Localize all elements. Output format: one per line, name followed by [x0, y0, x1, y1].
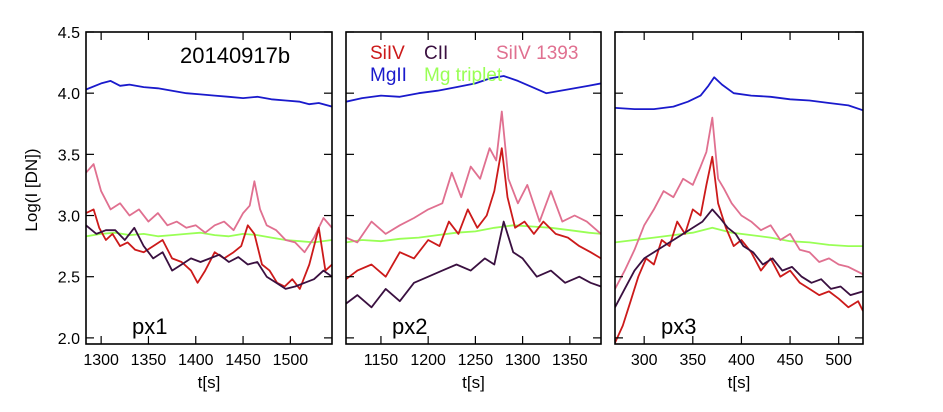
series-group	[615, 76, 863, 344]
x-axis-label: t[s]	[198, 373, 221, 392]
series-line-cii	[615, 208, 863, 308]
panel-px1: 1300 1350 1400 1450 1500 2.0 2.5 3.0 3.5 4.0 4.5 t[…	[58, 25, 333, 392]
y-tick-label: 4.5	[58, 25, 80, 42]
series-line-mgii	[86, 80, 332, 108]
x-tick-label: 1450	[225, 352, 261, 369]
panel-px2: 1150 1200 1250 1300 1350 t[s] px2	[345, 31, 602, 392]
panel-label: px1	[132, 314, 167, 339]
series-line-mg-triplet	[346, 224, 601, 244]
series-line-siiv	[86, 208, 332, 290]
legend: SiIV CII SiIV 1393 MgII Mg triplet	[370, 43, 578, 86]
y-axis-label: Log(I [DN])	[22, 148, 41, 231]
series-line-mgii	[346, 75, 601, 103]
series-line-siiv	[346, 147, 601, 280]
x-axis-label: t[s]	[462, 373, 485, 392]
x-tick-label: 1200	[410, 352, 446, 369]
series-line-siiv-1393	[86, 163, 332, 254]
series-line-cii	[86, 224, 332, 290]
series-group	[346, 75, 601, 309]
series-line-cii	[346, 220, 601, 309]
panel-label: px3	[661, 314, 696, 339]
legend-entry-mgii: MgII	[370, 65, 407, 86]
x-tick-label: 400	[728, 352, 755, 369]
plot-frame	[85, 31, 333, 345]
panel-px3: 300 350 400 450 500 t[s] px3	[614, 31, 864, 392]
legend-entry-cii: CII	[424, 43, 448, 64]
x-tick-label: 1300	[505, 352, 541, 369]
series-line-siiv-1393	[346, 110, 601, 244]
x-tick-label: 1400	[178, 352, 214, 369]
y-tick-label: 3.0	[58, 209, 80, 226]
x-tick-label: 500	[825, 352, 852, 369]
y-tick-label: 4.0	[58, 86, 80, 103]
series-group	[86, 80, 332, 290]
x-tick-label: 350	[679, 352, 706, 369]
series-line-siiv-1393	[615, 116, 863, 290]
y-tick-label: 2.5	[58, 270, 80, 287]
legend-entry-siiv-1393: SiIV 1393	[496, 43, 578, 64]
plot-frame	[345, 31, 602, 345]
x-tick-label: 1300	[83, 352, 119, 369]
x-tick-label: 1250	[458, 352, 494, 369]
x-axis-label: t[s]	[728, 373, 751, 392]
x-tick-label: 450	[777, 352, 804, 369]
x-tick-label: 1150	[364, 352, 399, 369]
panels: 1300 1350 1400 1450 1500 2.0 2.5 3.0 3.5 4.0 4.5 t[…	[58, 25, 864, 392]
series-line-mg-triplet	[615, 226, 863, 248]
panel-label: px2	[392, 314, 427, 339]
series-line-mgii	[615, 76, 863, 112]
event-label: 20140917b	[180, 43, 290, 68]
x-tick-label: 300	[631, 352, 658, 369]
legend-entry-mg-triplet: Mg triplet	[424, 65, 503, 86]
y-tick-label: 2.0	[58, 331, 80, 348]
x-tick-label: 1350	[131, 352, 167, 369]
x-tick-label: 1350	[552, 352, 588, 369]
plot-frame	[614, 31, 864, 345]
legend-entry-siiv: SiIV	[370, 43, 405, 64]
series-line-siiv	[615, 155, 863, 344]
x-tick-label: 1500	[273, 352, 309, 369]
y-tick-label: 3.5	[58, 147, 80, 164]
